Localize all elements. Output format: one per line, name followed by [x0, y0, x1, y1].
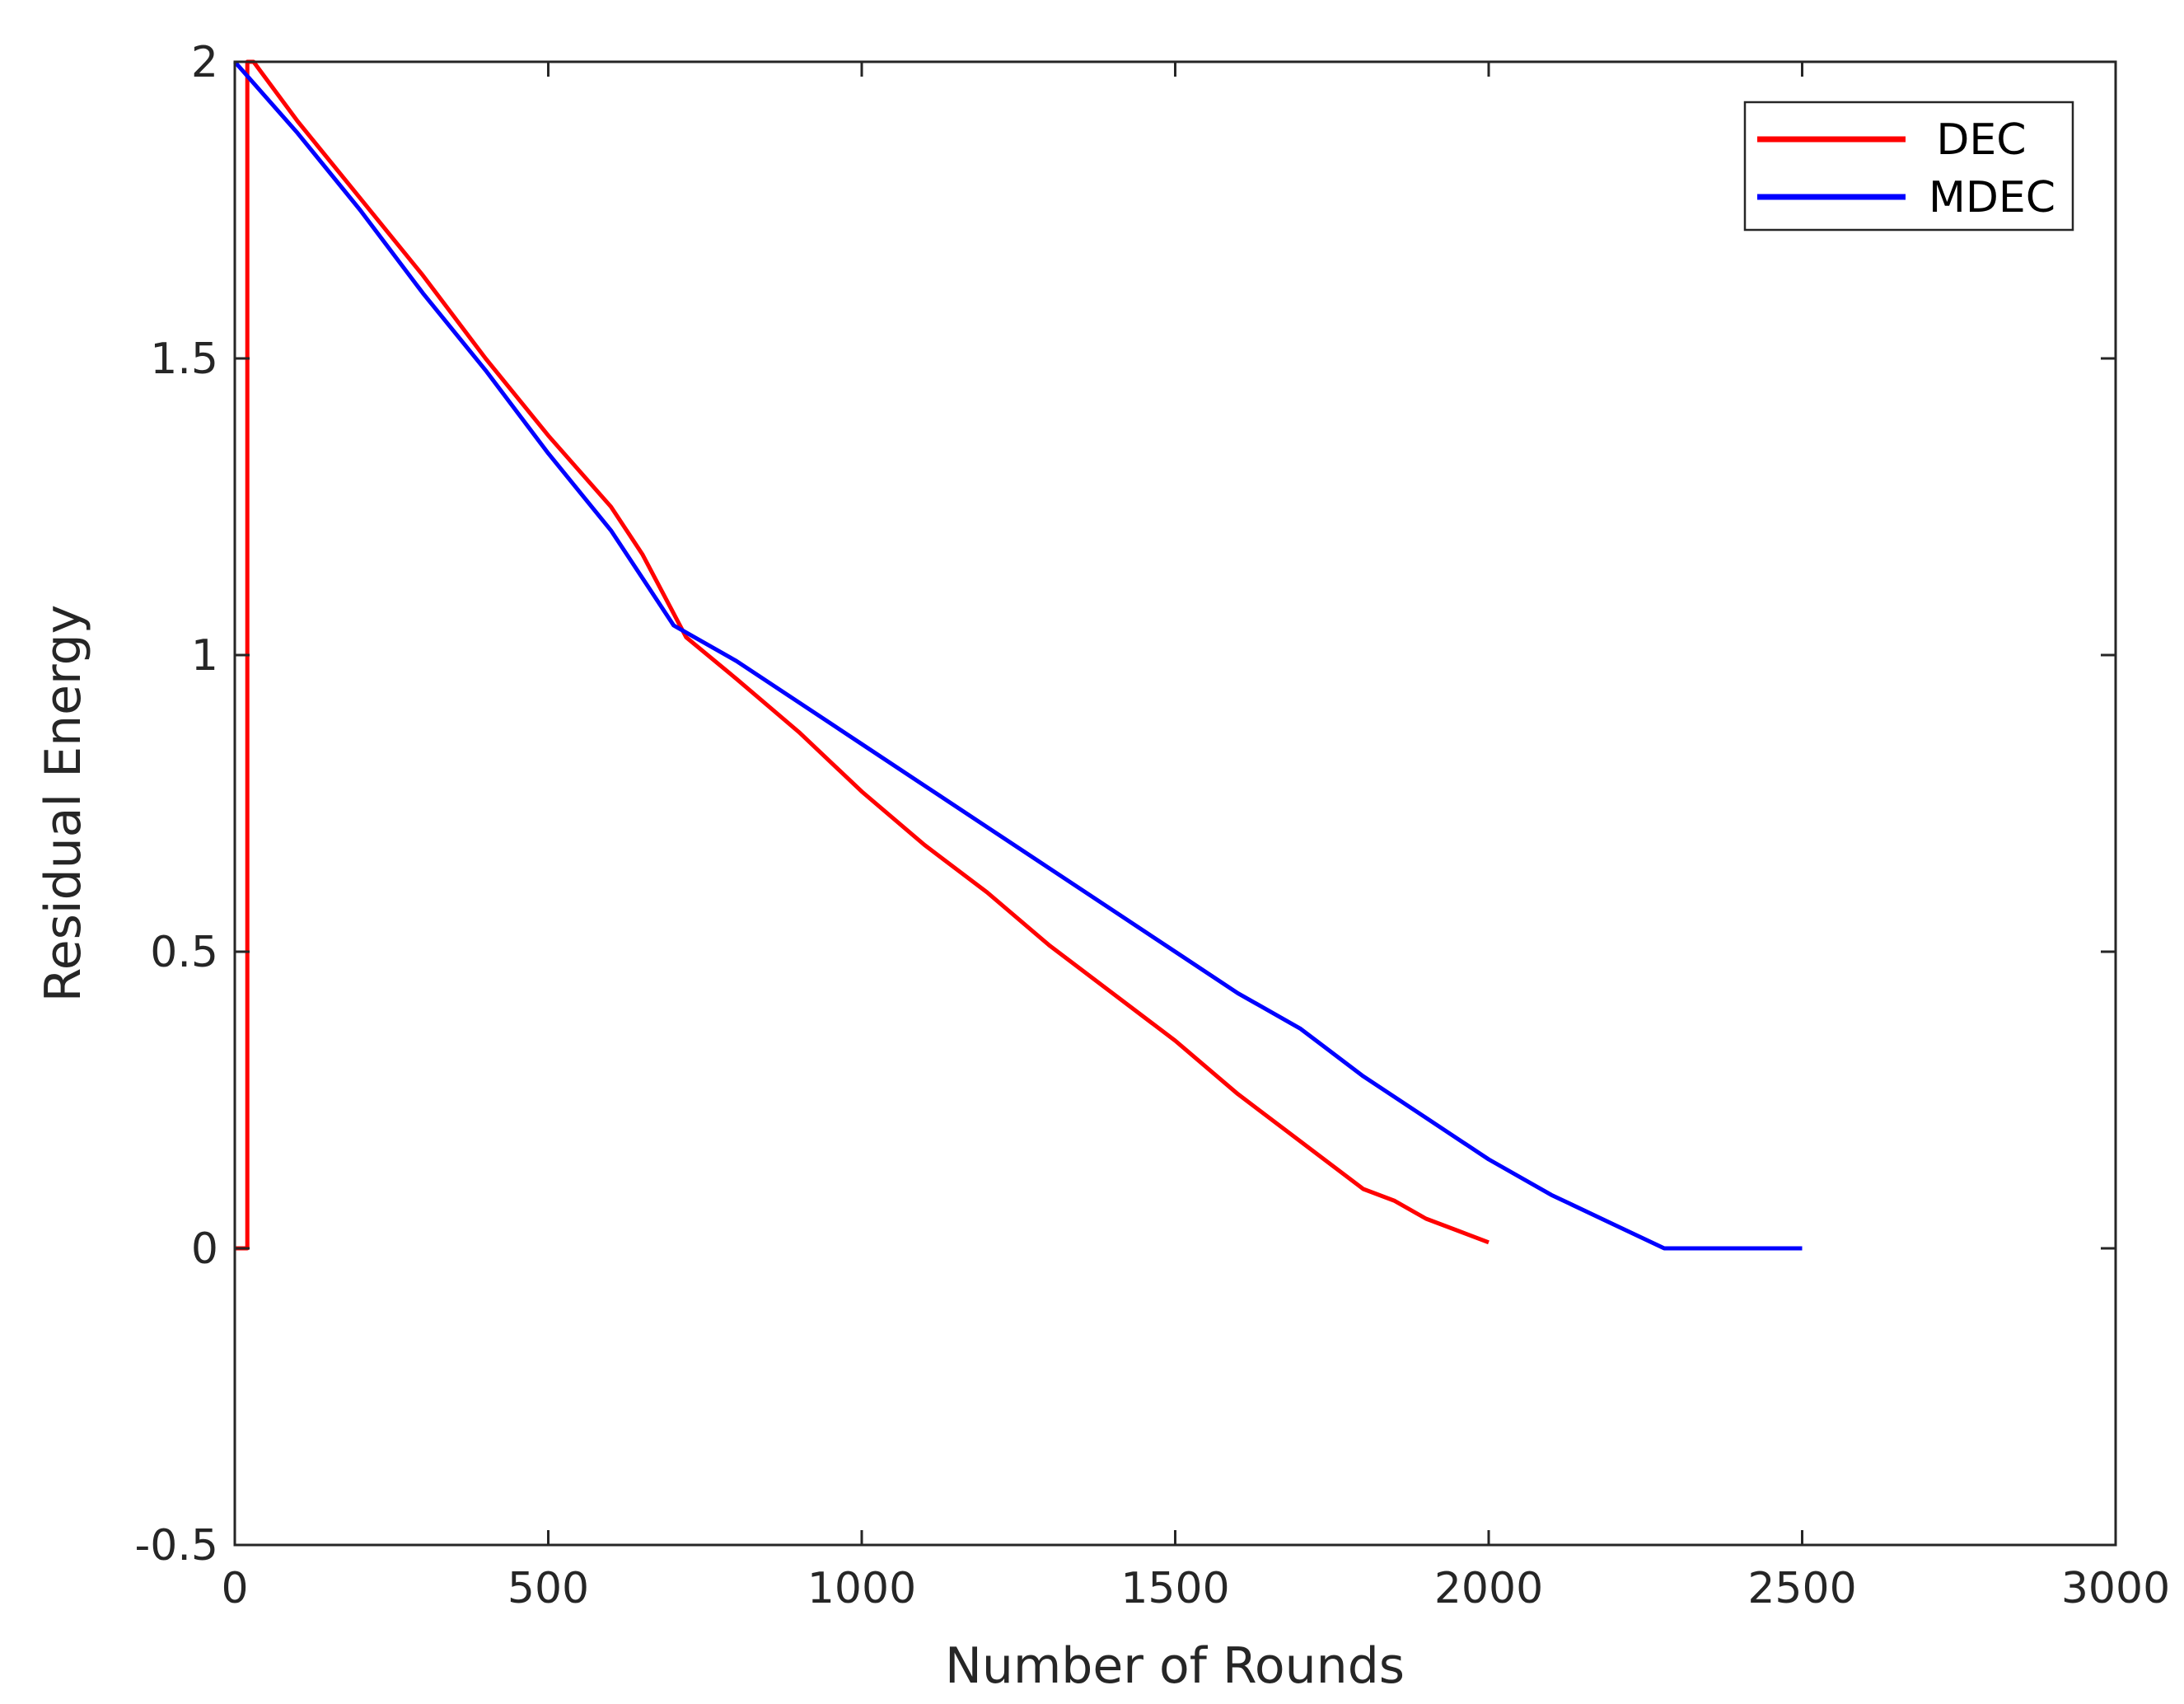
x-tick-label: 1000	[807, 1564, 916, 1613]
x-tick-label: 3000	[2061, 1564, 2170, 1613]
x-tick-label: 2500	[1747, 1564, 1856, 1613]
x-axis-label: Number of Rounds	[945, 1637, 1405, 1695]
y-tick-label: 2	[191, 38, 218, 87]
x-tick-label: 0	[221, 1564, 248, 1613]
legend: DEC MDEC	[1743, 101, 2074, 232]
y-tick-label: 0.5	[150, 928, 218, 977]
y-tick-label: 1.5	[150, 335, 218, 384]
ticks-layer: 0 500 1000 1500 2000 2500 3000-0.500.511.52	[135, 38, 2171, 1613]
y-tick-label: 0	[191, 1224, 218, 1274]
x-tick-label: 2000	[1434, 1564, 1543, 1613]
y-tick-label: -0.5	[135, 1521, 218, 1571]
legend-label-dec: DEC	[1936, 115, 2026, 165]
legend-box	[1743, 101, 2074, 232]
x-tick-label: 1500	[1120, 1564, 1229, 1613]
series-line-dec	[235, 59, 1490, 1251]
y-tick-label: 1	[191, 631, 218, 681]
series-line-mdec	[233, 60, 1803, 1251]
y-axis-label: Residual Energy	[35, 605, 92, 1003]
legend-label-mdec: MDEC	[1929, 173, 2055, 222]
series-layer	[233, 59, 1803, 1251]
x-tick-label: 500	[507, 1564, 589, 1613]
